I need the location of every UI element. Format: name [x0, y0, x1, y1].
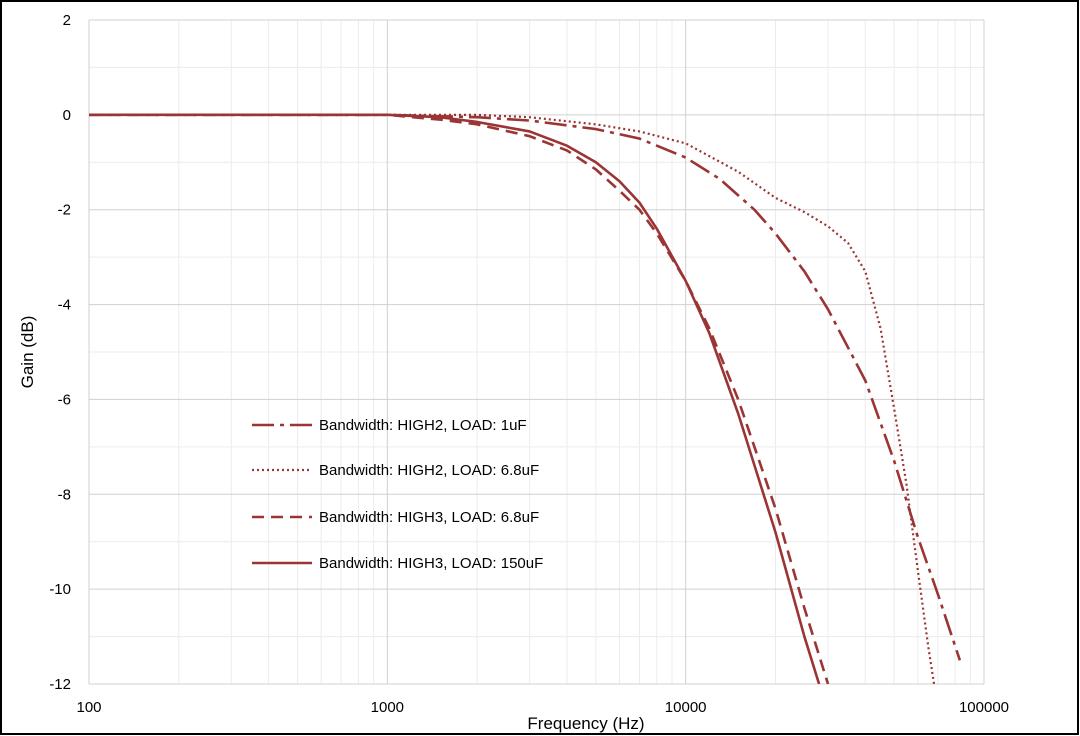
major-gridlines: [88, 19, 985, 685]
legend-label: Bandwidth: HIGH2, LOAD: 1uF: [319, 417, 527, 434]
y-tick-label: -2: [58, 202, 71, 219]
series-line-bandwidth-high2-load-6-8uf: [89, 113, 936, 684]
minor-gridlines: [89, 20, 984, 684]
y-axis-tick-labels: 2 0 -2 -4 -6 -8 -10 -12: [49, 12, 71, 693]
x-axis-tick-labels: 100 1000 10000 100000: [76, 699, 1009, 716]
y-tick-label: -10: [49, 581, 71, 598]
y-tick-label: -12: [49, 676, 71, 693]
y-axis-title: Gain (dB): [18, 316, 37, 389]
x-tick-label: 10000: [665, 699, 707, 716]
x-tick-label: 100: [76, 699, 101, 716]
x-tick-label: 1000: [371, 699, 404, 716]
y-tick-label: -4: [58, 297, 71, 314]
x-tick-label: 100000: [959, 699, 1009, 716]
x-axis-title: Frequency (Hz): [527, 714, 644, 733]
legend-label: Bandwidth: HIGH3, LOAD: 6.8uF: [319, 509, 539, 526]
y-tick-label: -6: [58, 391, 71, 408]
y-tick-label: 2: [63, 12, 71, 29]
legend-label: Bandwidth: HIGH2, LOAD: 6.8uF: [319, 462, 539, 479]
series-lines: [89, 113, 962, 684]
series-line-bandwidth-high3-load-150uf: [89, 113, 821, 684]
y-tick-label: 0: [63, 107, 71, 124]
y-tick-label: -8: [58, 486, 71, 503]
series-line-bandwidth-high2-load-1uf: [89, 113, 962, 661]
series-line-bandwidth-high3-load-6-8uf: [89, 113, 830, 684]
legend-label: Bandwidth: HIGH3, LOAD: 150uF: [319, 555, 543, 572]
legend: Bandwidth: HIGH2, LOAD: 1uF Bandwidth: HI…: [252, 417, 543, 572]
